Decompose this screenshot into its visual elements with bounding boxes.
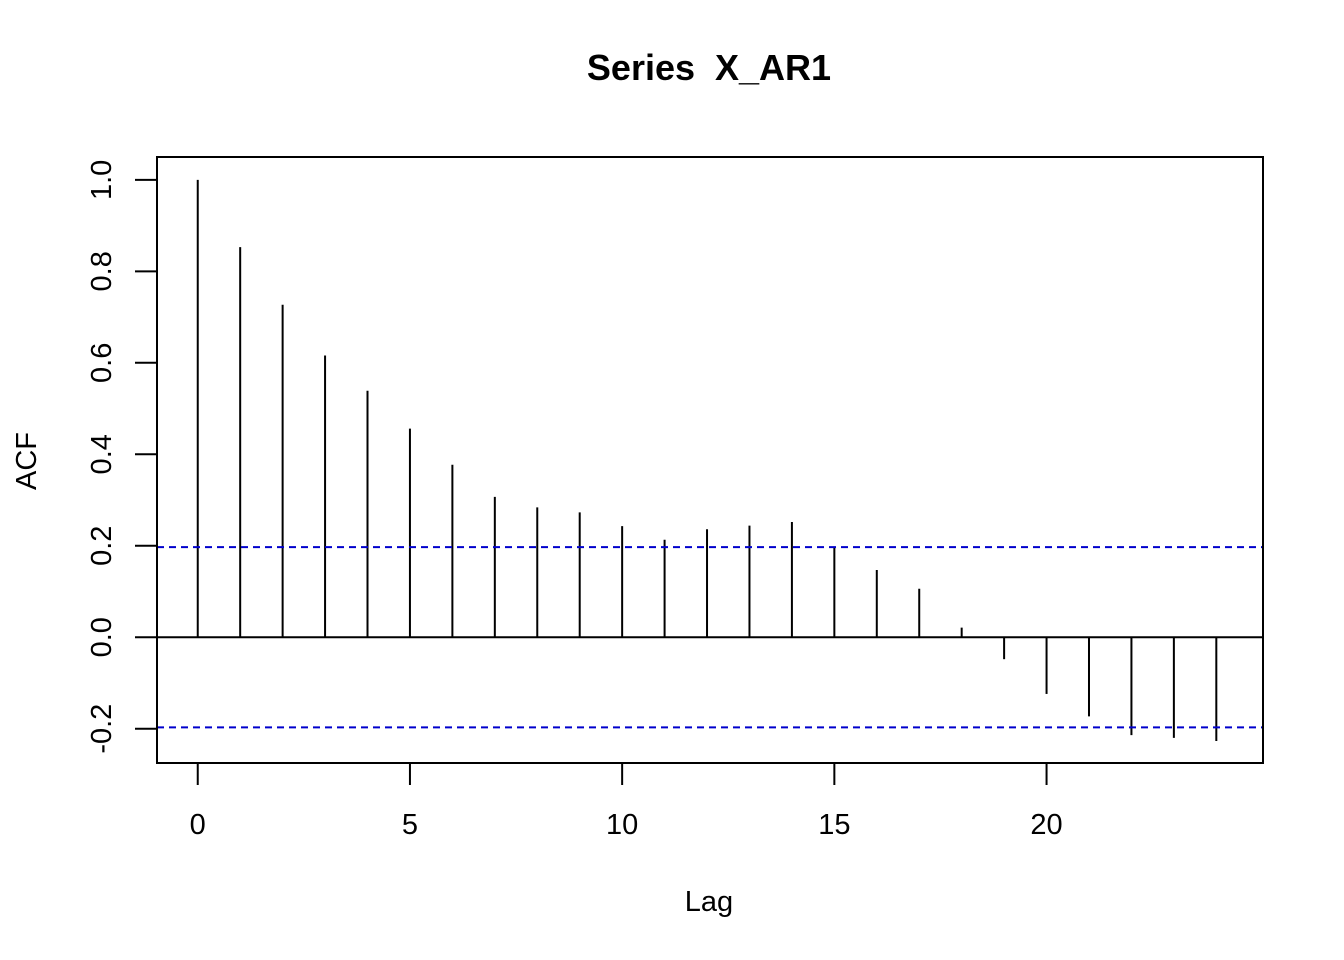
x-tick-label: 20 [1030, 809, 1062, 841]
y-tick-label: 0.4 [86, 434, 118, 474]
y-axis: -0.2 0.0 0.2 0.4 0.6 0.8 1.0 [86, 160, 158, 754]
y-tick-label: 1.0 [86, 160, 118, 200]
chart-title: Series X_AR1 [587, 47, 831, 88]
x-tick-label: 0 [190, 809, 206, 841]
acf-bars [196, 179, 1218, 742]
plot-frame [156, 156, 1264, 764]
y-tick-label: -0.2 [86, 704, 118, 754]
x-tick-label: 15 [818, 809, 850, 841]
x-tick-label: 10 [606, 809, 638, 841]
x-axis: 0 5 10 15 20 [190, 762, 1063, 841]
confidence-bounds [157, 546, 1263, 729]
x-tick-label: 5 [402, 809, 418, 841]
y-axis-label: ACF [11, 432, 43, 490]
y-tick-label: 0.2 [86, 526, 118, 566]
y-tick-label: 0.8 [86, 251, 118, 291]
y-tick-label: 0.0 [86, 617, 118, 657]
y-tick-label: 0.6 [86, 343, 118, 383]
x-axis-label: Lag [685, 886, 733, 918]
